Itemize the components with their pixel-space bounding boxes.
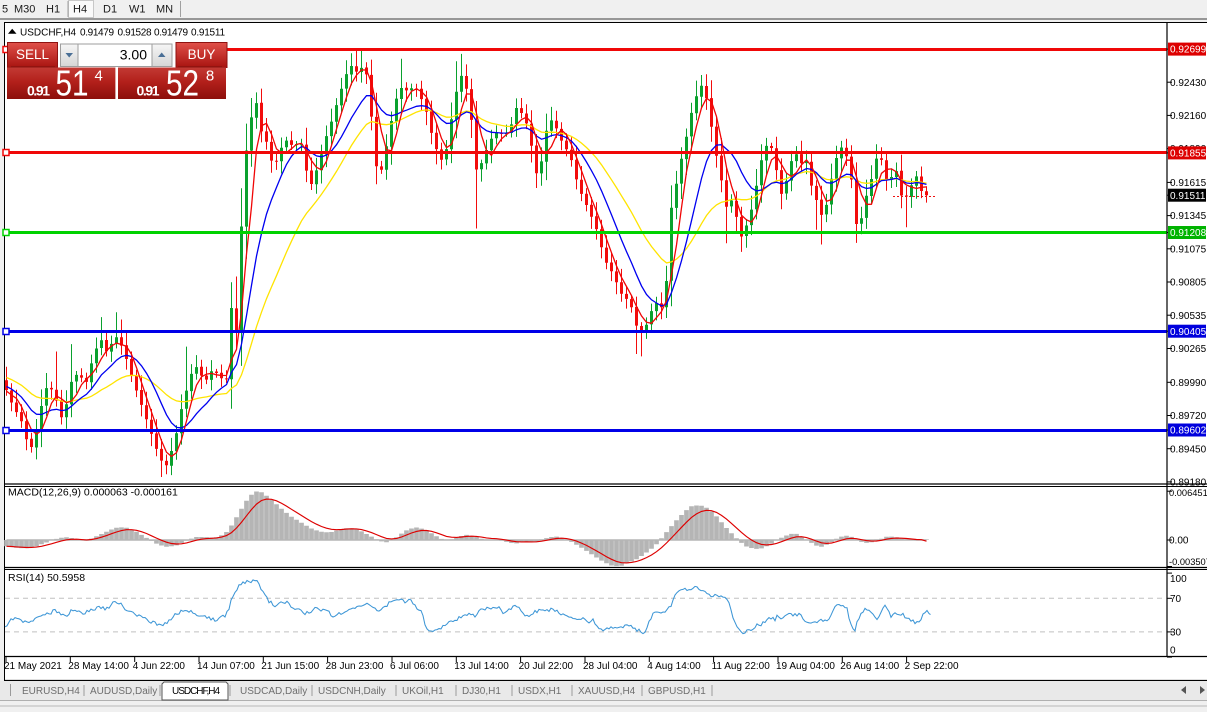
svg-text:0.91615: 0.91615: [1170, 178, 1207, 189]
svg-text:XAUUSD,H4: XAUUSD,H4: [578, 686, 636, 697]
svg-text:4 Jun 22:00: 4 Jun 22:00: [133, 661, 186, 672]
svg-text:28 Jul 04:00: 28 Jul 04:00: [583, 661, 638, 672]
svg-text:MACD(12,26,9) 0.000063 -0.0001: MACD(12,26,9) 0.000063 -0.000161: [8, 487, 178, 499]
svg-text:0.89450: 0.89450: [1170, 444, 1207, 455]
svg-text:20 Jul 22:00: 20 Jul 22:00: [519, 661, 574, 672]
svg-text:0.91: 0.91: [27, 83, 50, 99]
svg-text:USDCAD,Daily: USDCAD,Daily: [240, 686, 307, 697]
svg-text:0.91855: 0.91855: [1170, 149, 1207, 160]
svg-text:H1: H1: [46, 4, 60, 16]
svg-text:D1: D1: [103, 4, 117, 16]
svg-text:26 Aug 14:00: 26 Aug 14:00: [840, 661, 899, 672]
svg-text:0.90265: 0.90265: [1170, 344, 1207, 355]
svg-text:0.89990: 0.89990: [1170, 378, 1207, 389]
svg-text:SELL: SELL: [16, 47, 50, 62]
svg-text:0.91511: 0.91511: [191, 28, 225, 39]
svg-text:EURUSD,H4: EURUSD,H4: [22, 686, 80, 697]
svg-text:USDX,H1: USDX,H1: [518, 686, 562, 697]
svg-text:0.90805: 0.90805: [1170, 278, 1207, 289]
svg-text:AUDUSD,Daily: AUDUSD,Daily: [90, 686, 157, 697]
svg-text:0.91075: 0.91075: [1170, 244, 1207, 255]
svg-text:0: 0: [1170, 645, 1176, 656]
svg-text:70: 70: [1170, 594, 1182, 605]
svg-text:100: 100: [1170, 574, 1187, 585]
svg-text:0.91479: 0.91479: [80, 28, 114, 39]
svg-text:4 Aug 14:00: 4 Aug 14:00: [647, 661, 701, 672]
svg-text:0.89602: 0.89602: [1170, 426, 1207, 437]
svg-text:RSI(14) 50.5958: RSI(14) 50.5958: [8, 572, 85, 584]
svg-text:28 May 14:00: 28 May 14:00: [68, 661, 129, 672]
svg-text:0.00: 0.00: [1169, 536, 1189, 547]
svg-text:GBPUSD,H1: GBPUSD,H1: [648, 686, 706, 697]
svg-text:8: 8: [206, 68, 214, 85]
svg-text:11 Aug 22:00: 11 Aug 22:00: [712, 661, 771, 672]
svg-text:USDCHF,H4: USDCHF,H4: [20, 28, 77, 39]
svg-text:51: 51: [56, 63, 89, 104]
svg-text:0.006451: 0.006451: [1169, 488, 1207, 498]
svg-text:M30: M30: [14, 4, 35, 16]
svg-text:USDCNH,Daily: USDCNH,Daily: [318, 686, 386, 697]
svg-text:0.90405: 0.90405: [1170, 327, 1207, 338]
svg-text:0.92699: 0.92699: [1170, 45, 1207, 56]
svg-text:2 Sep 22:00: 2 Sep 22:00: [905, 661, 959, 672]
svg-text:0.91479: 0.91479: [154, 28, 188, 39]
svg-text:14 Jun 07:00: 14 Jun 07:00: [197, 661, 255, 672]
svg-text:0.91208: 0.91208: [1170, 228, 1207, 239]
svg-text:0.91528: 0.91528: [118, 28, 152, 39]
svg-text:13 Jul 14:00: 13 Jul 14:00: [454, 661, 509, 672]
svg-text:4: 4: [95, 68, 103, 85]
svg-text:0.92160: 0.92160: [1170, 111, 1207, 122]
svg-text:H4: H4: [73, 4, 87, 16]
svg-text:0.91511: 0.91511: [1170, 191, 1206, 202]
svg-text:0.91: 0.91: [137, 83, 160, 99]
svg-text:MN: MN: [156, 4, 173, 16]
svg-text:W1: W1: [129, 4, 146, 16]
svg-text:0.90535: 0.90535: [1170, 311, 1207, 322]
svg-text:0.92430: 0.92430: [1170, 78, 1207, 89]
svg-text:0.89180: 0.89180: [1170, 478, 1207, 489]
svg-text:52: 52: [166, 63, 199, 104]
svg-text:UKOil,H1: UKOil,H1: [402, 686, 444, 697]
svg-text:USDCHF,H4: USDCHF,H4: [172, 686, 220, 697]
svg-text:0.91345: 0.91345: [1170, 211, 1207, 222]
svg-text:21 Jun 15:00: 21 Jun 15:00: [261, 661, 319, 672]
svg-text:BUY: BUY: [188, 47, 216, 62]
svg-text:3.00: 3.00: [120, 47, 147, 63]
svg-text:21 May 2021: 21 May 2021: [4, 661, 62, 672]
svg-text:19 Aug 04:00: 19 Aug 04:00: [776, 661, 835, 672]
svg-text:0.89720: 0.89720: [1170, 411, 1207, 422]
svg-text:6 Jul 06:00: 6 Jul 06:00: [390, 661, 439, 672]
svg-text:DJ30,H1: DJ30,H1: [462, 686, 501, 697]
svg-text:28 Jun 23:00: 28 Jun 23:00: [326, 661, 384, 672]
svg-text:-0.003507: -0.003507: [1169, 557, 1207, 567]
svg-text:30: 30: [1170, 628, 1182, 639]
svg-text:5: 5: [2, 4, 8, 16]
